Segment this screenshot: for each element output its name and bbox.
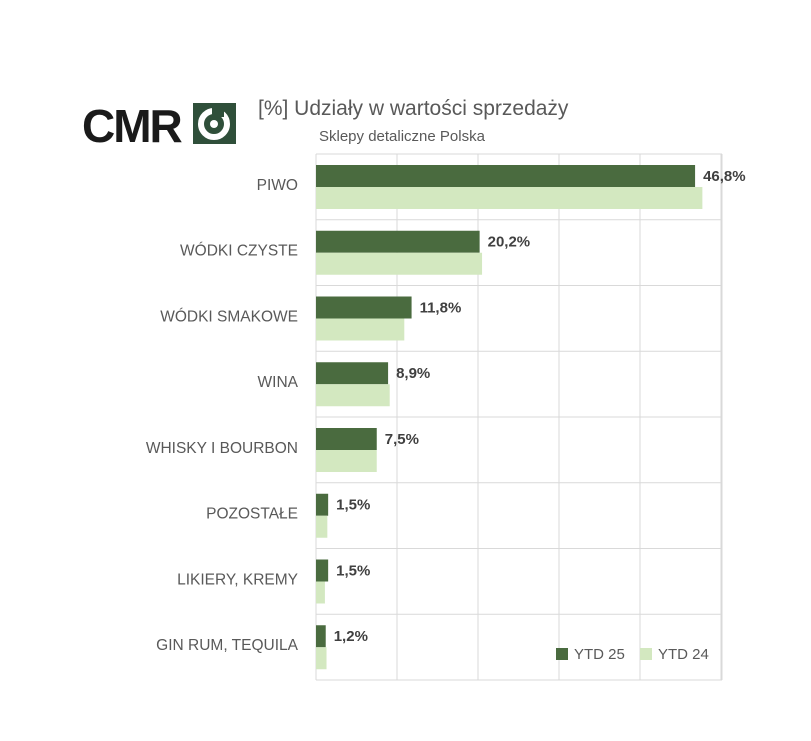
data-label: 1,5%	[336, 562, 370, 579]
bar-ytd24	[316, 581, 325, 604]
cmr-logo: CMR	[82, 100, 242, 152]
bar-ytd25	[316, 296, 412, 319]
svg-text:CMR: CMR	[82, 100, 183, 150]
bar-ytd24	[316, 450, 377, 472]
legend-label-ytd25: YTD 25	[574, 646, 625, 663]
category-label: PIWO	[257, 177, 298, 194]
category-label: WINA	[258, 374, 299, 391]
bar-ytd25	[316, 559, 329, 582]
data-label: 46,8%	[703, 168, 746, 185]
bar-ytd24	[316, 187, 703, 209]
legend-swatch-ytd24	[640, 648, 652, 660]
data-label: 20,2%	[488, 234, 531, 251]
bar-ytd24	[316, 515, 328, 538]
data-label: 1,5%	[336, 497, 370, 514]
bar-ytd25	[316, 428, 377, 450]
bar-ytd24	[316, 318, 405, 341]
bar-ytd24	[316, 252, 483, 275]
category-label: GIN RUM, TEQUILA	[156, 637, 298, 654]
data-label: 7,5%	[385, 431, 419, 448]
bar-ytd25	[316, 625, 326, 648]
data-label: 1,2%	[334, 628, 368, 645]
category-label: POZOSTAŁE	[206, 506, 298, 523]
legend-swatch-ytd25	[556, 648, 568, 660]
bar-ytd25	[316, 165, 696, 187]
data-label: 11,8%	[420, 299, 462, 316]
bar-ytd25	[316, 493, 329, 516]
data-label: 8,9%	[396, 365, 430, 382]
legend-label-ytd24: YTD 24	[658, 646, 709, 663]
chart-title: [%] Udziały w wartości sprzedaży	[258, 97, 569, 120]
category-label: WÓDKI CZYSTE	[180, 243, 298, 260]
bar-ytd24	[316, 647, 327, 670]
bar-ytd24	[316, 384, 390, 407]
category-label: WHISKY I BOURBON	[146, 440, 298, 457]
bar-ytd25	[316, 362, 389, 385]
bar-ytd25	[316, 230, 480, 253]
chart-subtitle: Sklepy detaliczne Polska	[319, 128, 485, 145]
category-label: WÓDKI SMAKOWE	[160, 308, 298, 325]
category-label: LIKIERY, KREMY	[177, 571, 298, 588]
